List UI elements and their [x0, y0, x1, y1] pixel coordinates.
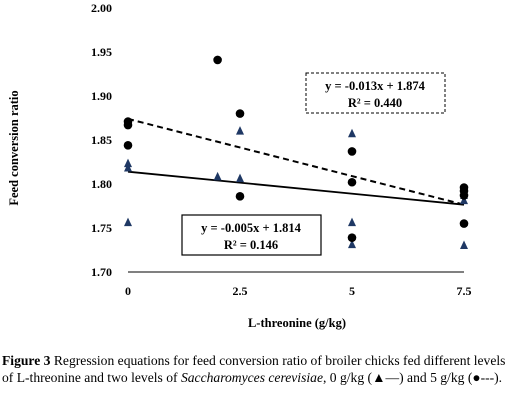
- regression-lines: [127, 117, 465, 206]
- regression-line-triangle: [127, 170, 465, 206]
- circle-point: [213, 55, 222, 65]
- x-tick-label: 5: [349, 284, 355, 298]
- y-tick-label: 2.00: [91, 1, 112, 15]
- x-tick-label: 0: [125, 284, 131, 298]
- circle-point: [347, 147, 357, 156]
- circle-point: [235, 109, 245, 118]
- figure-caption: Figure 3 Regression equations for feed c…: [2, 353, 506, 386]
- y-axis-title: Feed conversion ratio: [7, 90, 21, 205]
- triangle-point: [348, 217, 356, 227]
- caption-label: Figure 3: [2, 353, 51, 368]
- triangle-point: [236, 126, 244, 135]
- y-tick-label: 1.95: [91, 45, 112, 59]
- feed-conversion-chart: 1.70 1.75 1.80 1.85 1.90 1.95 2.00 0 2.5 5 7.5 Fe…: [7, 1, 472, 330]
- caption-species: Saccharomyces cerevisiae: [180, 369, 323, 385]
- circle-point: [123, 140, 133, 150]
- r2-triangle: R² = 0.146: [224, 238, 278, 252]
- circle-point: [235, 192, 245, 201]
- y-tick-label: 1.85: [91, 133, 112, 147]
- triangle-point: [460, 240, 468, 249]
- circle-point: [347, 177, 357, 187]
- y-tick-label: 1.90: [91, 89, 112, 103]
- triangle-point: [213, 171, 222, 181]
- triangle-point: [460, 195, 468, 205]
- equation-circle: y = -0.013x + 1.874: [325, 79, 425, 93]
- circle-point: [347, 233, 357, 242]
- y-tick-label: 1.70: [91, 265, 112, 279]
- circle-point: [459, 219, 469, 228]
- y-tick-label: 1.75: [91, 221, 112, 235]
- equation-box-triangle: y = -0.005x + 1.814 R² = 0.146: [181, 214, 322, 256]
- triangle-point: [348, 128, 356, 138]
- triangle-point: [124, 217, 132, 227]
- circle-point: [459, 183, 469, 192]
- r2-circle: R² = 0.440: [348, 96, 402, 110]
- y-tick-label: 1.80: [91, 177, 112, 191]
- x-tick-label: 7.5: [457, 284, 472, 298]
- regression-line-circle: [127, 117, 465, 206]
- y-axis-ticks: 1.70 1.75 1.80 1.85 1.90 1.95 2.00: [91, 1, 112, 279]
- triangle-point: [124, 163, 132, 172]
- x-axis-ticks: 0 2.5 5 7.5: [125, 284, 472, 298]
- x-axis-title: L-threonine (g/kg): [248, 316, 346, 330]
- x-tick-label: 2.5: [233, 284, 248, 298]
- triangle-point: [348, 239, 356, 249]
- triangle-point: [124, 158, 132, 168]
- caption-text-1: Regression equations for feed conversion…: [2, 353, 506, 385]
- equation-box-circle: y = -0.013x + 1.874 R² = 0.440: [305, 72, 446, 114]
- circle-point: [123, 117, 133, 126]
- triangle-point: [236, 173, 244, 183]
- caption-text-2: , 0 g/kg (▲—) and 5 g/kg (●---).: [322, 369, 503, 385]
- equation-triangle: y = -0.005x + 1.814: [201, 221, 301, 235]
- data-points: [123, 55, 469, 249]
